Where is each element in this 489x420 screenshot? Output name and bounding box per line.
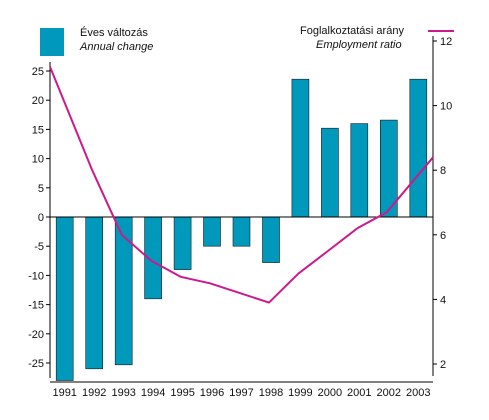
left-tick-label: 5 [38,183,44,195]
left-tick-label: -20 [28,329,44,341]
bar-1997 [232,216,251,247]
bar-1993 [114,216,133,366]
left-tick-label: 15 [32,124,44,136]
x-tick-label: 2001 [347,387,371,399]
right-tick-label: 2 [440,359,446,371]
right-tick-label: 10 [440,101,452,113]
legend-bar-label: Éves változás [80,27,148,39]
legend-line-swatch [428,30,454,32]
left-tick-label: 25 [32,66,44,78]
left-tick-label: 0 [38,212,44,224]
x-tick-label: 1993 [111,387,135,399]
legend-line: Foglalkoztatási arány Employment ratio [300,24,454,52]
x-tick-label: 2003 [406,387,430,399]
x-tick-label: 1991 [52,387,76,399]
legend-line-label-en: Employment ratio [316,39,402,51]
legend-bar-swatch [40,28,64,56]
legend-bar-label-en: Annual change [80,41,154,53]
x-tick-label: 2002 [377,387,401,399]
bar-2001 [350,123,369,218]
bar-1992 [85,216,103,370]
bar-1996 [203,216,221,247]
x-tick-label: 1992 [82,387,106,399]
legend-line-label: Foglalkoztatási arány [300,25,404,37]
bar-2003 [409,78,428,218]
x-tick-label: 1997 [229,387,253,399]
left-tick-label: -25 [28,358,44,370]
right-tick-label: 6 [440,230,446,242]
left-tick-label: -5 [34,241,44,253]
bar-2000 [321,127,339,218]
left-tick-label: 10 [32,154,44,166]
right-tick-label: 4 [440,294,446,306]
right-tick-label: 12 [440,36,452,48]
x-tick-label: 1995 [170,387,194,399]
x-tick-label: 1996 [200,387,224,399]
employment-ratio-line [49,66,434,304]
x-tick-label: 1999 [288,387,312,399]
bar-1995 [173,216,192,270]
x-tick-label: 1998 [259,387,283,399]
bar-1999 [291,78,310,218]
x-tick-label: 2000 [318,387,342,399]
left-tick-label: -10 [28,270,44,282]
bar-1998 [262,216,280,263]
left-tick-label: 20 [32,95,44,107]
bar-1991 [55,216,74,381]
left-tick-label: -15 [28,300,44,312]
x-tick-label: 1994 [141,387,165,399]
right-tick-label: 8 [440,165,446,177]
